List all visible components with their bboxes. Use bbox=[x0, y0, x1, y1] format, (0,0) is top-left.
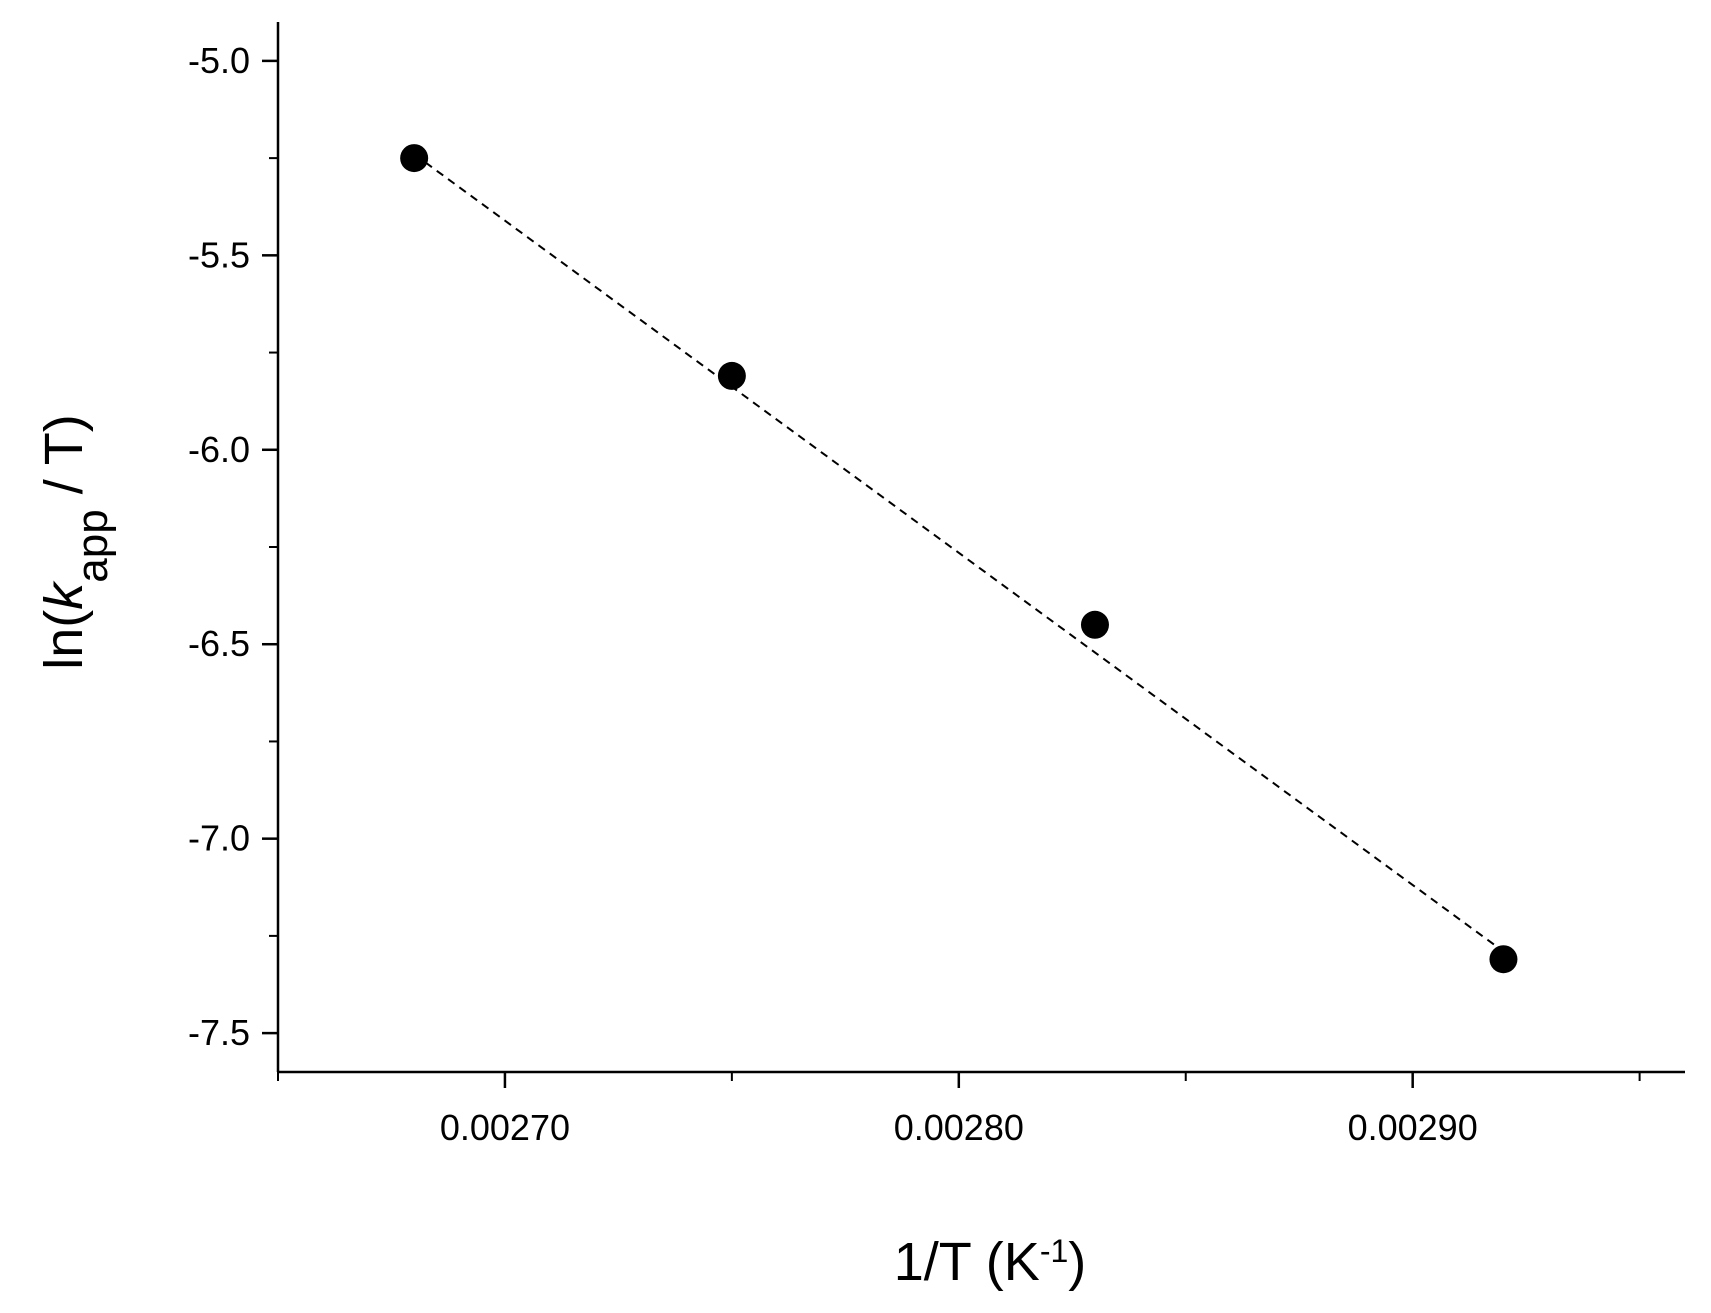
tick-labels: -5.0 -5.5 -6.0 -6.5 -7.0 -7.5 0.00270 0.00280 0.… bbox=[188, 40, 1478, 1148]
ticks bbox=[262, 59, 1641, 1088]
y-tick-label: -5.5 bbox=[188, 234, 250, 275]
x-axis-title-prefix: 1/T (K bbox=[894, 1232, 1040, 1292]
x-tick-label: 0.00290 bbox=[1348, 1107, 1478, 1148]
x-tick-label: 0.00280 bbox=[894, 1107, 1024, 1148]
fit-line bbox=[413, 153, 1505, 953]
x-axis-title-suffix: ) bbox=[1068, 1232, 1086, 1292]
y-axis-title-suffix: / T) bbox=[34, 414, 94, 509]
y-axis-title-italic: k bbox=[34, 580, 94, 610]
y-axis-title-prefix: ln( bbox=[34, 610, 94, 670]
data-point bbox=[1489, 945, 1518, 974]
y-tick-label: -5.0 bbox=[188, 40, 250, 81]
x-tick-label: 0.00270 bbox=[440, 1107, 570, 1148]
y-axis-title-subscript: app bbox=[68, 509, 117, 582]
data-point bbox=[1080, 610, 1109, 639]
data-point bbox=[400, 144, 429, 173]
y-axis-title: ln(kapp / T) bbox=[34, 414, 117, 669]
x-axis-title: 1/T (K-1) bbox=[894, 1232, 1087, 1292]
x-axis-title-superscript: -1 bbox=[1040, 1233, 1068, 1269]
fit-line-group bbox=[413, 153, 1505, 953]
y-tick-label: -6.0 bbox=[188, 429, 250, 470]
data-points bbox=[400, 144, 1518, 974]
axes bbox=[276, 22, 1685, 1074]
y-tick-label: -7.5 bbox=[188, 1012, 250, 1053]
y-tick-label: -7.0 bbox=[188, 818, 250, 859]
y-tick-label: -6.5 bbox=[188, 623, 250, 664]
data-point bbox=[717, 361, 746, 390]
